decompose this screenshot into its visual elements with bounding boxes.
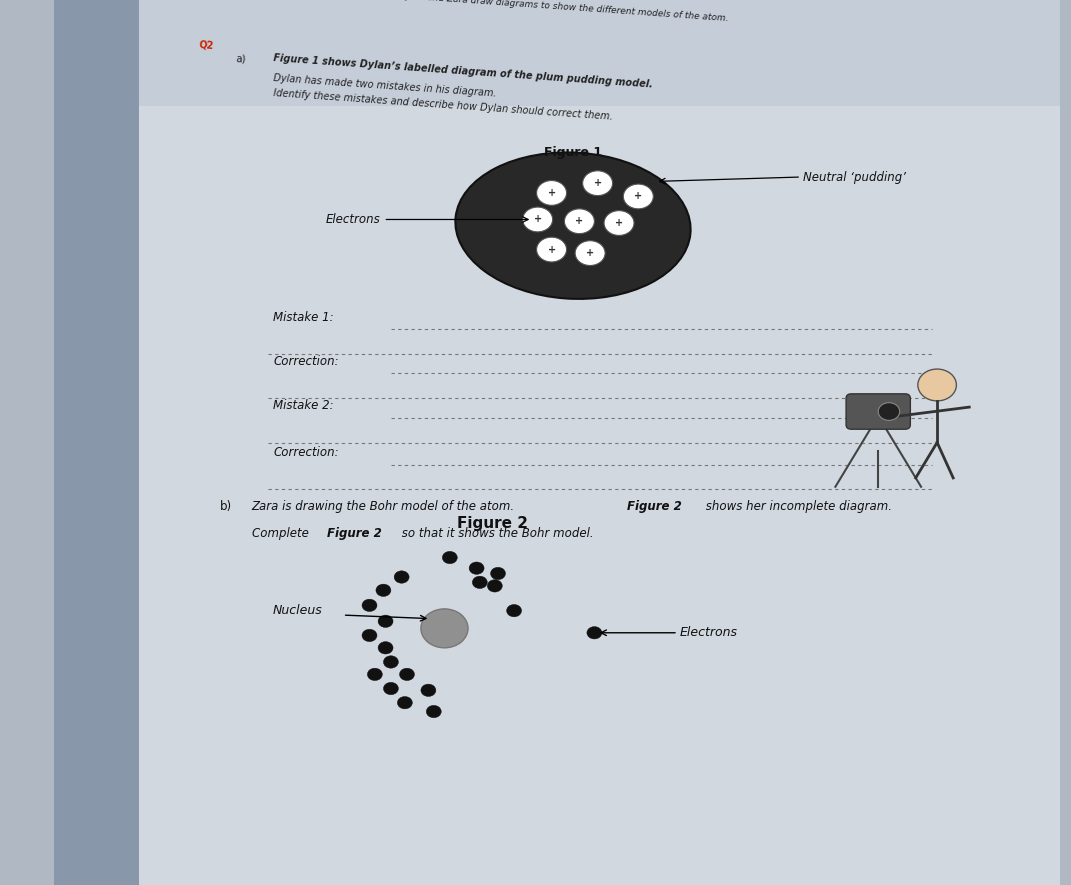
Text: a): a) bbox=[236, 53, 246, 64]
Circle shape bbox=[537, 181, 567, 205]
Circle shape bbox=[487, 580, 502, 592]
Text: Figure 2: Figure 2 bbox=[627, 500, 681, 513]
Text: Neutral ‘pudding’: Neutral ‘pudding’ bbox=[803, 171, 906, 183]
Circle shape bbox=[623, 184, 653, 209]
Circle shape bbox=[507, 604, 522, 617]
Circle shape bbox=[383, 656, 398, 668]
Circle shape bbox=[378, 615, 393, 627]
Text: Figure 1: Figure 1 bbox=[544, 146, 602, 159]
Text: Figure 2: Figure 2 bbox=[457, 516, 528, 531]
Circle shape bbox=[523, 207, 553, 232]
Circle shape bbox=[426, 705, 441, 718]
Circle shape bbox=[583, 171, 613, 196]
Circle shape bbox=[442, 551, 457, 564]
Circle shape bbox=[399, 668, 414, 681]
Text: Electrons: Electrons bbox=[680, 627, 738, 639]
Text: +: + bbox=[593, 178, 602, 189]
Text: Complete: Complete bbox=[252, 527, 313, 540]
Circle shape bbox=[367, 668, 382, 681]
Text: Nucleus: Nucleus bbox=[273, 604, 322, 617]
Circle shape bbox=[397, 696, 412, 709]
Circle shape bbox=[421, 609, 468, 648]
Text: so that it shows the Bohr model.: so that it shows the Bohr model. bbox=[398, 527, 594, 540]
Circle shape bbox=[537, 237, 567, 262]
Text: +: + bbox=[586, 248, 594, 258]
Text: Correction:: Correction: bbox=[273, 446, 338, 459]
Text: shows her incomplete diagram.: shows her incomplete diagram. bbox=[702, 500, 891, 513]
Circle shape bbox=[376, 584, 391, 596]
Circle shape bbox=[469, 562, 484, 574]
FancyBboxPatch shape bbox=[846, 394, 910, 429]
Text: Figure 1 shows Dylan’s labelled diagram of the plum pudding model.: Figure 1 shows Dylan’s labelled diagram … bbox=[273, 53, 653, 89]
Polygon shape bbox=[54, 0, 1060, 885]
Circle shape bbox=[564, 209, 594, 234]
Bar bbox=[139, 0, 1060, 106]
Text: Zara is drawing the Bohr model of the atom.: Zara is drawing the Bohr model of the at… bbox=[252, 500, 523, 513]
Polygon shape bbox=[54, 0, 139, 885]
Text: +: + bbox=[547, 188, 556, 198]
Circle shape bbox=[491, 567, 506, 580]
Circle shape bbox=[383, 682, 398, 695]
Circle shape bbox=[878, 403, 900, 420]
Text: +: + bbox=[547, 244, 556, 255]
Text: +: + bbox=[533, 214, 542, 225]
Text: Dylan and Zara draw diagrams to show the different models of the atom.: Dylan and Zara draw diagrams to show the… bbox=[397, 0, 728, 23]
Text: +: + bbox=[575, 216, 584, 227]
Circle shape bbox=[918, 369, 956, 401]
Circle shape bbox=[575, 241, 605, 266]
Text: Q2: Q2 bbox=[198, 40, 214, 50]
Text: Electrons: Electrons bbox=[326, 213, 380, 226]
Text: Identify these mistakes and describe how Dylan should correct them.: Identify these mistakes and describe how… bbox=[273, 88, 614, 122]
Circle shape bbox=[394, 571, 409, 583]
Circle shape bbox=[472, 576, 487, 589]
Circle shape bbox=[587, 627, 602, 639]
Circle shape bbox=[362, 629, 377, 642]
Circle shape bbox=[604, 211, 634, 235]
Ellipse shape bbox=[455, 152, 691, 299]
Text: b): b) bbox=[220, 500, 231, 513]
Circle shape bbox=[378, 642, 393, 654]
Text: Dylan has made two mistakes in his diagram.: Dylan has made two mistakes in his diagr… bbox=[273, 73, 497, 98]
Circle shape bbox=[421, 684, 436, 696]
Text: +: + bbox=[615, 218, 623, 228]
Text: Mistake 1:: Mistake 1: bbox=[273, 311, 334, 324]
Text: Mistake 2:: Mistake 2: bbox=[273, 399, 334, 412]
Text: Figure 2: Figure 2 bbox=[327, 527, 381, 540]
Circle shape bbox=[362, 599, 377, 612]
Text: +: + bbox=[634, 191, 643, 202]
Text: Correction:: Correction: bbox=[273, 355, 338, 368]
